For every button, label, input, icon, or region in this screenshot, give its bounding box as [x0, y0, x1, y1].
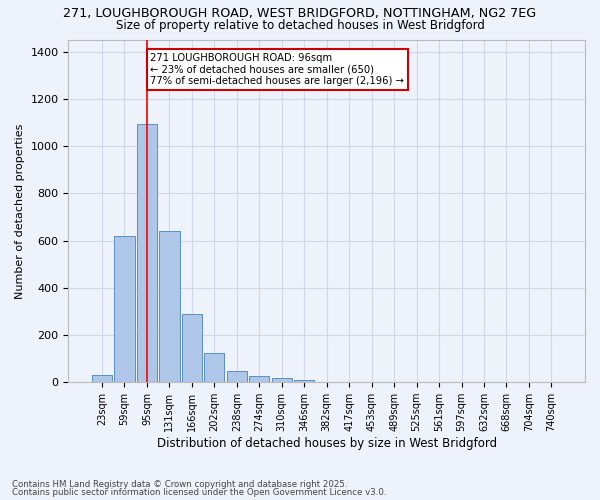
- Y-axis label: Number of detached properties: Number of detached properties: [15, 124, 25, 299]
- Text: Size of property relative to detached houses in West Bridgford: Size of property relative to detached ho…: [116, 19, 484, 32]
- Bar: [115, 236, 134, 382]
- Bar: [159, 231, 179, 382]
- Bar: [92, 375, 112, 382]
- Bar: [227, 371, 247, 382]
- Text: 271, LOUGHBOROUGH ROAD, WEST BRIDGFORD, NOTTINGHAM, NG2 7EG: 271, LOUGHBOROUGH ROAD, WEST BRIDGFORD, …: [64, 8, 536, 20]
- Bar: [249, 376, 269, 382]
- Bar: [204, 352, 224, 382]
- Bar: [182, 314, 202, 382]
- Bar: [272, 378, 292, 382]
- X-axis label: Distribution of detached houses by size in West Bridgford: Distribution of detached houses by size …: [157, 437, 497, 450]
- Bar: [137, 124, 157, 382]
- Text: Contains HM Land Registry data © Crown copyright and database right 2025.: Contains HM Land Registry data © Crown c…: [12, 480, 347, 489]
- Text: 271 LOUGHBOROUGH ROAD: 96sqm
← 23% of detached houses are smaller (650)
77% of s: 271 LOUGHBOROUGH ROAD: 96sqm ← 23% of de…: [151, 53, 404, 86]
- Text: Contains public sector information licensed under the Open Government Licence v3: Contains public sector information licen…: [12, 488, 386, 497]
- Bar: [294, 380, 314, 382]
